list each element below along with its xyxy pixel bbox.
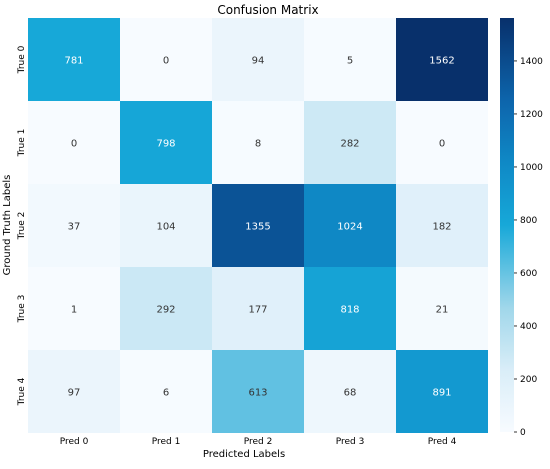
x-ticks: Pred 0 Pred 1 Pred 2 Pred 3 Pred 4 [60, 437, 457, 447]
heatmap-cell-r3-c0 [28, 267, 120, 350]
heatmap-cell-r3-c3 [304, 267, 396, 350]
cell-label-r4-c2: 613 [248, 388, 267, 399]
cell-label-r3-c4: 21 [436, 305, 449, 316]
cell-label-r3-c1: 292 [156, 305, 175, 316]
heatmap-cell-r0-c2 [212, 18, 304, 101]
heatmap-cell-r0-c1 [120, 18, 212, 101]
cell-label-r2-c4: 182 [432, 222, 451, 233]
heatmap-cell-r2-c2 [212, 184, 304, 267]
cell-label-r4-c1: 6 [163, 388, 169, 399]
cell-label-r4-c0: 97 [68, 388, 81, 399]
cell-labels: 781 0 94 5 1562 0 798 8 282 0 37 104 1355 1024 182 1 292… [64, 56, 454, 399]
heatmap-cell-r1-c1 [120, 101, 212, 184]
colorbar-tick-label-6: 1200 [520, 110, 543, 120]
x-tick-label-3: Pred 3 [336, 437, 365, 447]
colorbar-tick-label-2: 400 [520, 322, 537, 332]
x-tick-label-2: Pred 2 [244, 437, 273, 447]
heatmap-cell-r3-c2 [212, 267, 304, 350]
heatmap-cells [28, 18, 488, 433]
colorbar-tick-label-5: 1000 [520, 163, 543, 173]
cell-label-r4-c4: 891 [432, 388, 451, 399]
cell-label-r0-c1: 0 [163, 56, 169, 67]
heatmap-cell-r3-c1 [120, 267, 212, 350]
cell-label-r2-c1: 104 [156, 222, 175, 233]
heatmap-cell-r4-c3 [304, 350, 396, 433]
x-tick-label-0: Pred 0 [60, 437, 89, 447]
cell-label-r1-c1: 798 [156, 139, 175, 150]
heatmap-cell-r4-c1 [120, 350, 212, 433]
cell-label-r2-c3: 1024 [337, 222, 362, 233]
cell-label-r0-c0: 781 [64, 56, 83, 67]
cell-label-r2-c2: 1355 [245, 222, 270, 233]
y-tick-label-1: True 1 [17, 129, 27, 158]
colorbar-tick-label-4: 800 [520, 216, 537, 226]
colorbar-tick-label-3: 600 [520, 269, 537, 279]
colorbar-ticks: 0 200 400 600 800 1000 1200 1400 [514, 57, 543, 438]
colorbar [500, 18, 514, 432]
cell-label-r3-c3: 818 [340, 305, 359, 316]
cell-label-r1-c4: 0 [439, 139, 445, 150]
y-tick-label-4: True 4 [17, 377, 27, 406]
y-tick-label-3: True 3 [17, 295, 27, 324]
y-ticks: True 0 True 1 True 2 True 3 True 4 [17, 45, 27, 406]
cell-label-r3-c0: 1 [71, 305, 77, 316]
colorbar-tick-label-1: 200 [520, 375, 537, 385]
heatmap-cell-r0-c4 [396, 18, 488, 101]
cell-label-r3-c2: 177 [248, 305, 267, 316]
heatmap-cell-r0-c3 [304, 18, 396, 101]
cell-label-r4-c3: 68 [344, 388, 357, 399]
cell-label-r0-c2: 94 [252, 56, 265, 67]
heatmap-cell-r3-c4 [396, 267, 488, 350]
cell-label-r0-c4: 1562 [429, 56, 454, 67]
y-tick-label-2: True 2 [17, 212, 27, 241]
cell-label-r2-c0: 37 [68, 222, 81, 233]
x-tick-label-1: Pred 1 [152, 437, 181, 447]
cell-label-r1-c0: 0 [71, 139, 77, 150]
heatmap-cell-r2-c3 [304, 184, 396, 267]
heatmap-cell-r1-c2 [212, 101, 304, 184]
y-tick-label-0: True 0 [17, 45, 27, 74]
heatmap-cell-r1-c0 [28, 101, 120, 184]
colorbar-tick-label-7: 1400 [520, 57, 543, 67]
cell-label-r1-c3: 282 [340, 139, 359, 150]
x-tick-label-4: Pred 4 [428, 437, 457, 447]
heatmap-cell-r2-c4 [396, 184, 488, 267]
heatmap-cell-r4-c0 [28, 350, 120, 433]
cell-label-r1-c2: 8 [255, 139, 261, 150]
y-axis-label: Ground Truth Labels [2, 175, 13, 276]
heatmap-cell-r4-c2 [212, 350, 304, 433]
x-axis-label: Predicted Labels [203, 449, 285, 460]
heatmap-cell-r2-c0 [28, 184, 120, 267]
cell-label-r0-c3: 5 [347, 56, 353, 67]
heatmap-cell-r0-c0 [28, 18, 120, 101]
heatmap-cell-r1-c3 [304, 101, 396, 184]
heatmap-cell-r1-c4 [396, 101, 488, 184]
heatmap-cell-r4-c4 [396, 350, 488, 433]
chart-title: Confusion Matrix [217, 3, 318, 17]
heatmap-cell-r2-c1 [120, 184, 212, 267]
colorbar-tick-label-0: 0 [520, 428, 526, 438]
